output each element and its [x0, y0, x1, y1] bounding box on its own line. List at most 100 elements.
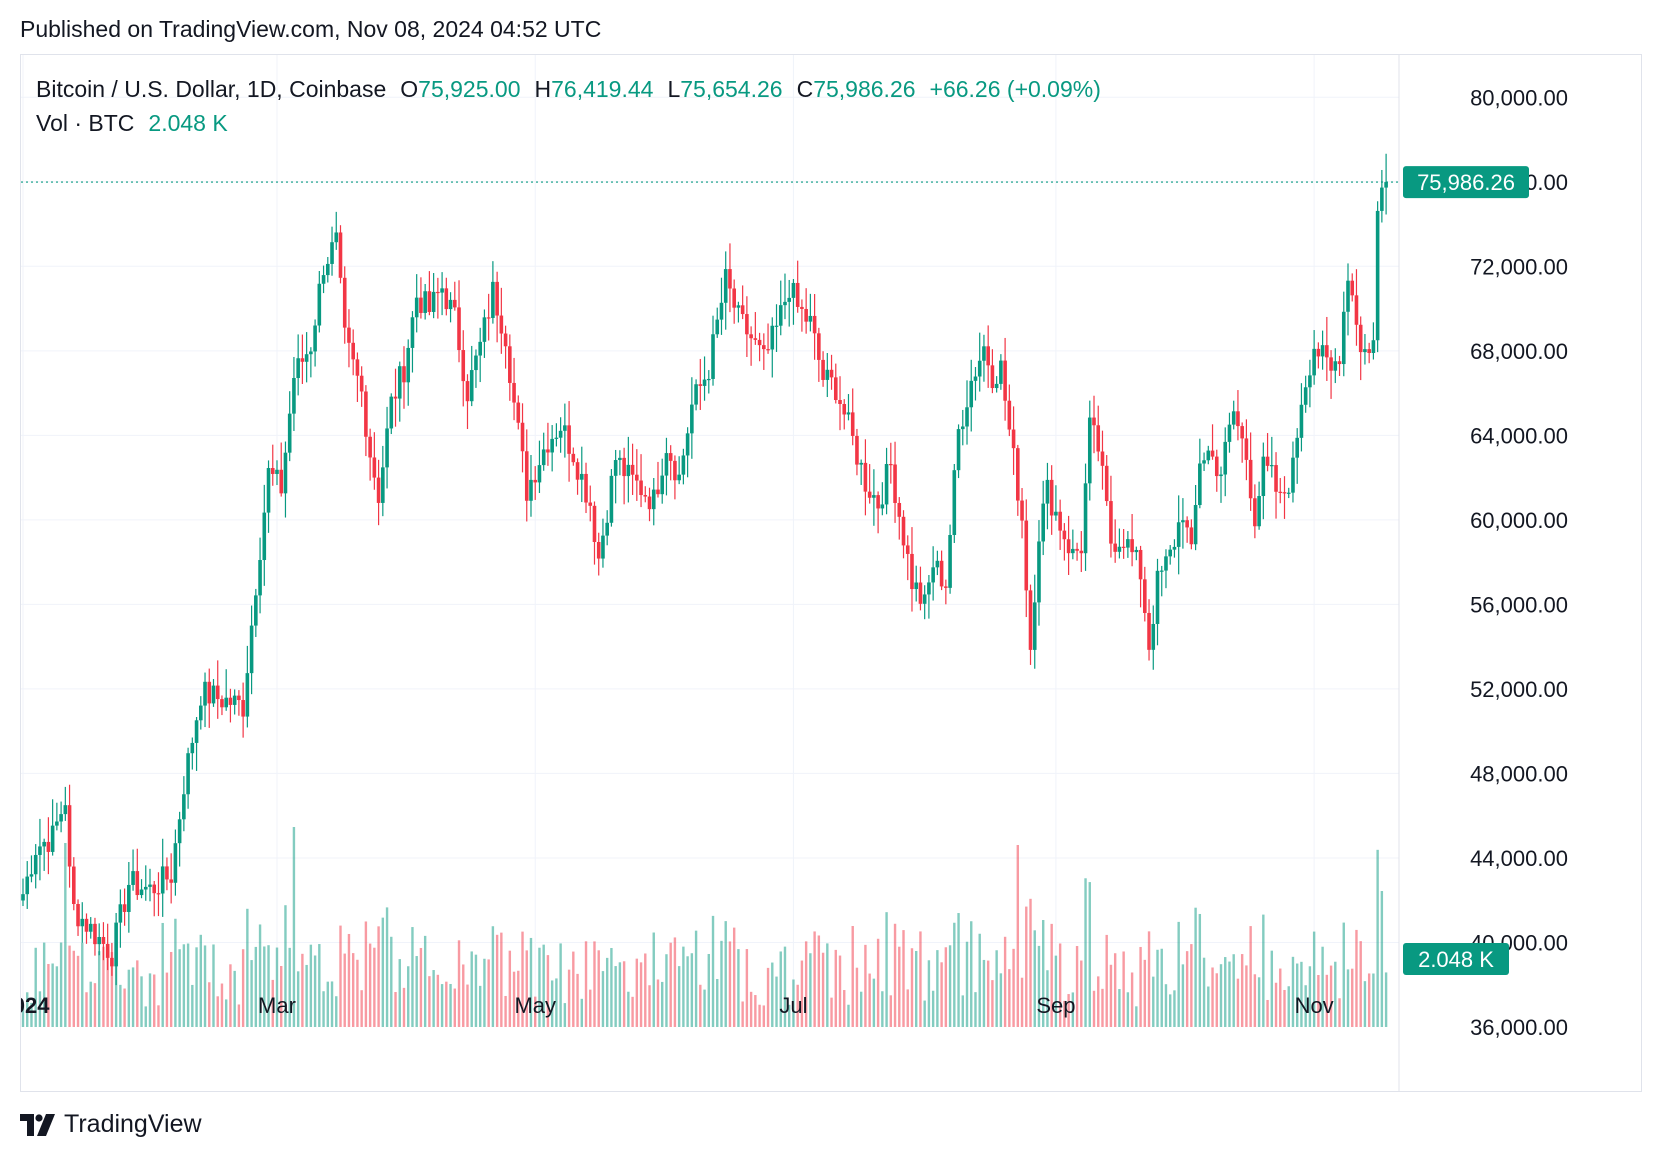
candle-body	[173, 843, 178, 883]
volume-bar	[466, 984, 469, 1027]
volume-bar	[783, 946, 787, 1027]
last-volume-label: 2.048 K	[1418, 947, 1494, 972]
volume-bar	[81, 942, 84, 1027]
candle-body	[939, 560, 944, 587]
candle-body	[1210, 450, 1215, 457]
volume-bar	[915, 950, 918, 1027]
candle-body	[1278, 491, 1283, 493]
candle-body	[757, 339, 762, 346]
candle-body	[300, 358, 305, 362]
volume-bar	[1025, 906, 1028, 1027]
volume-bar	[1367, 973, 1371, 1027]
candle-body	[575, 462, 580, 480]
candle-body	[681, 455, 686, 475]
candle-body	[287, 413, 292, 453]
candle-body	[825, 369, 830, 380]
candle-body	[431, 291, 436, 312]
candle-body	[258, 560, 262, 596]
volume-bar	[89, 981, 92, 1027]
volume-bar	[208, 982, 211, 1027]
candle-body	[1181, 520, 1185, 523]
candle-body	[1109, 501, 1113, 544]
candle-body	[1054, 511, 1058, 516]
candle-body	[1032, 602, 1037, 650]
candle-body	[1104, 465, 1109, 502]
candle-body	[110, 957, 114, 967]
volume-bar	[1126, 992, 1130, 1027]
candle-body	[1202, 460, 1206, 464]
volume-bar	[622, 961, 626, 1027]
candle-body	[808, 315, 813, 322]
candle-body	[1113, 543, 1117, 552]
candle-body	[711, 334, 715, 379]
candle-body	[33, 854, 38, 875]
volume-bar	[843, 990, 846, 1027]
candle-body	[1371, 340, 1376, 353]
volume-bar	[542, 944, 545, 1027]
candle-body	[969, 380, 974, 408]
volume-bar	[885, 912, 888, 1027]
volume-bar	[694, 930, 698, 1027]
candle-body	[1274, 465, 1278, 492]
candle-body	[609, 475, 614, 523]
volume-bar	[898, 946, 901, 1027]
volume-bar	[1135, 1006, 1138, 1027]
candle-body	[169, 879, 173, 883]
volume-bar	[263, 946, 266, 1027]
candle-body	[778, 305, 783, 326]
volume-bar	[1029, 898, 1032, 1027]
volume-bar	[716, 979, 719, 1027]
candle-body	[948, 534, 952, 588]
candle-body	[533, 479, 538, 483]
volume-bar	[1202, 957, 1206, 1027]
candle-body	[1295, 437, 1300, 458]
volume-bar	[677, 966, 681, 1027]
candle-body	[1147, 612, 1151, 650]
volume-bar	[1342, 922, 1345, 1027]
candle-body	[1325, 345, 1329, 358]
candle-body	[419, 297, 423, 313]
volume-label[interactable]: Vol · BTC	[36, 110, 135, 136]
volume-bar	[656, 979, 660, 1027]
volume-bar	[525, 950, 528, 1027]
volume-bar	[1291, 956, 1295, 1027]
volume-bar	[343, 953, 346, 1027]
candle-body	[1333, 361, 1338, 371]
volume-bar	[453, 988, 456, 1027]
candle-body	[1016, 448, 1020, 501]
candle-body	[1303, 387, 1308, 405]
candle-body	[626, 464, 631, 477]
candle-body	[673, 460, 677, 481]
candle-body	[414, 297, 419, 318]
volume-bar	[521, 931, 524, 1027]
volume-bar	[847, 1004, 850, 1027]
symbol-title[interactable]: Bitcoin / U.S. Dollar, 1D, Coinbase	[36, 76, 387, 102]
candle-body	[482, 317, 487, 342]
volume-bar	[47, 963, 50, 1027]
candle-body	[304, 354, 309, 362]
candle-body	[84, 918, 89, 932]
candle-body	[829, 369, 834, 378]
candle-body	[512, 382, 516, 403]
volume-bar	[1355, 929, 1358, 1027]
volume-bar	[703, 989, 706, 1027]
price-chart[interactable]: 40,000.0044,000.0048,000.0052,000.0056,0…	[21, 55, 1641, 1091]
candle-body	[1083, 483, 1088, 554]
candle-body	[1214, 456, 1219, 477]
candle-body	[918, 582, 923, 604]
volume-bar	[1321, 946, 1324, 1027]
volume-bar	[445, 981, 448, 1027]
open-label: O	[400, 76, 419, 102]
tradingview-logo[interactable]: TradingView	[20, 1110, 202, 1139]
chart-frame[interactable]: 40,000.00 44,000.00 48,000.00 52,000.00 56,0…	[20, 54, 1642, 1092]
volume-bar	[970, 921, 973, 1027]
candle-body	[579, 473, 584, 480]
volume-bar	[1016, 845, 1020, 1027]
candle-body	[1020, 500, 1024, 521]
candle-body	[1227, 424, 1232, 442]
volume-bar	[449, 983, 452, 1027]
candle-body	[309, 351, 313, 355]
candle-body	[1282, 492, 1287, 494]
candle-body	[1096, 425, 1101, 452]
candle-body	[410, 317, 415, 348]
